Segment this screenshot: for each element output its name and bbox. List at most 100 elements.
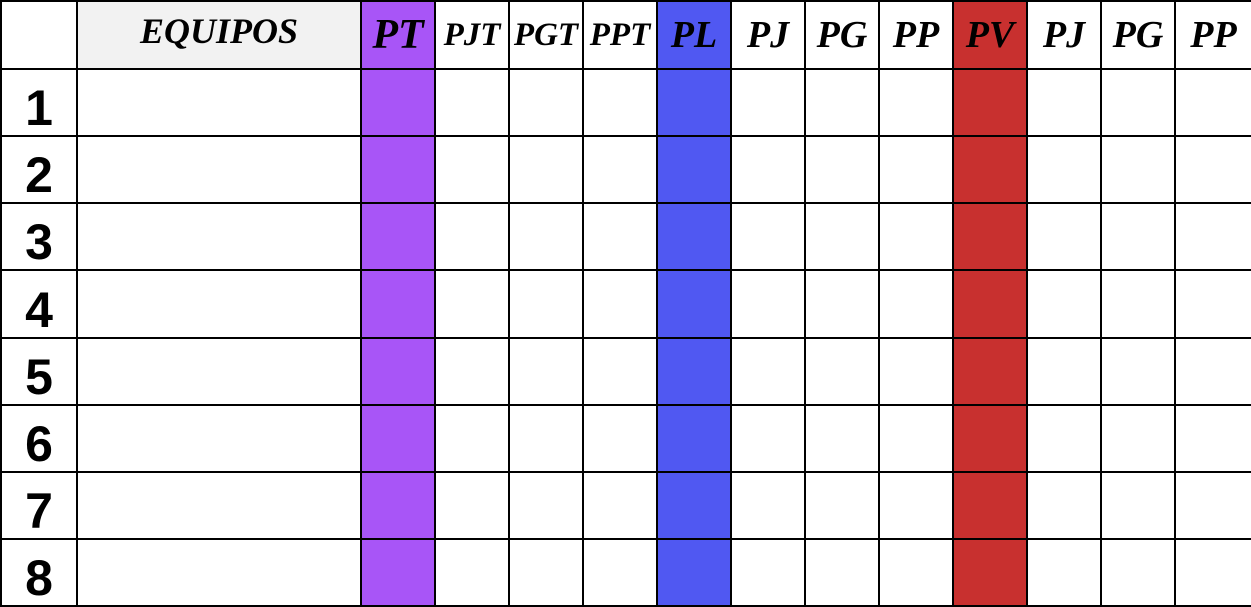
local-lost-header: PP [878, 0, 954, 70]
visit-lost-cell [1174, 269, 1251, 339]
rank-cell: 2 [0, 135, 78, 205]
local-points-cell [656, 135, 732, 205]
team-name-cell [76, 202, 362, 272]
total-won-cell [508, 67, 584, 138]
local-points-cell [656, 537, 732, 607]
local-points-cell [656, 269, 732, 339]
total-lost-cell [582, 470, 658, 540]
rank-cell: 8 [0, 537, 78, 607]
local-played-cell [730, 269, 806, 339]
total-won-cell [508, 336, 584, 406]
total-lost-cell [582, 403, 658, 473]
visit-lost-cell [1174, 202, 1251, 272]
total-played-cell [434, 67, 510, 138]
total-points-cell [360, 269, 436, 339]
visit-points-cell [952, 470, 1028, 540]
visit-lost-cell [1174, 67, 1251, 138]
total-points-cell [360, 336, 436, 406]
local-played-cell [730, 470, 806, 540]
table-row: 8 [0, 537, 1251, 607]
total-points-cell [360, 470, 436, 540]
local-won-cell [804, 67, 880, 138]
local-won-cell [804, 470, 880, 540]
total-won-header: PGT [508, 0, 584, 70]
visit-played-cell [1026, 537, 1102, 607]
visit-lost-cell [1174, 403, 1251, 473]
rank-cell: 3 [0, 202, 78, 272]
total-points-header: PT [360, 0, 436, 70]
local-lost-cell [878, 135, 954, 205]
visit-won-cell [1100, 135, 1176, 205]
local-won-cell [804, 269, 880, 339]
visit-points-cell [952, 135, 1028, 205]
local-points-cell [656, 336, 732, 406]
local-points-header: PL [656, 0, 732, 70]
visit-won-cell [1100, 470, 1176, 540]
team-name-cell [76, 135, 362, 205]
visit-won-cell [1100, 403, 1176, 473]
total-won-cell [508, 202, 584, 272]
total-played-cell [434, 202, 510, 272]
local-played-cell [730, 202, 806, 272]
local-points-cell [656, 202, 732, 272]
visit-played-cell [1026, 202, 1102, 272]
total-won-cell [508, 269, 584, 339]
table-row: 3 [0, 202, 1251, 272]
local-lost-cell [878, 537, 954, 607]
team-name-cell [76, 470, 362, 540]
corner-cell [0, 0, 78, 70]
local-lost-cell [878, 202, 954, 272]
visit-points-cell [952, 403, 1028, 473]
total-points-cell [360, 202, 436, 272]
local-won-header: PG [804, 0, 880, 70]
rank-cell: 5 [0, 336, 78, 406]
visit-points-cell [952, 537, 1028, 607]
total-played-cell [434, 336, 510, 406]
local-points-cell [656, 403, 732, 473]
local-won-cell [804, 537, 880, 607]
total-won-cell [508, 135, 584, 205]
team-name-cell [76, 537, 362, 607]
total-won-cell [508, 403, 584, 473]
local-won-cell [804, 403, 880, 473]
visit-points-header: PV [952, 0, 1028, 70]
visit-played-cell [1026, 269, 1102, 339]
rank-cell: 4 [0, 269, 78, 339]
local-lost-cell [878, 403, 954, 473]
visit-lost-cell [1174, 537, 1251, 607]
total-lost-header: PPT [582, 0, 658, 70]
table-row: 6 [0, 403, 1251, 473]
total-played-cell [434, 537, 510, 607]
visit-played-cell [1026, 135, 1102, 205]
table-row: 2 [0, 135, 1251, 205]
header-row: EQUIPOS PT PJT PGT PPT PL PJ PG PP PV PJ… [0, 0, 1251, 70]
total-won-cell [508, 537, 584, 607]
team-name-cell [76, 336, 362, 406]
table-row: 4 [0, 269, 1251, 339]
rank-cell: 1 [0, 67, 78, 138]
local-lost-cell [878, 67, 954, 138]
team-name-cell [76, 269, 362, 339]
total-points-cell [360, 537, 436, 607]
total-played-cell [434, 403, 510, 473]
total-lost-cell [582, 135, 658, 205]
visit-played-cell [1026, 336, 1102, 406]
visit-won-header: PG [1100, 0, 1176, 70]
visit-points-cell [952, 67, 1028, 138]
visit-won-cell [1100, 202, 1176, 272]
local-played-header: PJ [730, 0, 806, 70]
total-points-cell [360, 135, 436, 205]
visit-won-cell [1100, 67, 1176, 138]
total-played-cell [434, 135, 510, 205]
local-played-cell [730, 135, 806, 205]
visit-played-cell [1026, 403, 1102, 473]
teams-column-header: EQUIPOS [76, 0, 362, 70]
local-won-cell [804, 336, 880, 406]
visit-points-cell [952, 336, 1028, 406]
local-played-cell [730, 336, 806, 406]
total-lost-cell [582, 269, 658, 339]
total-played-header: PJT [434, 0, 510, 70]
total-played-cell [434, 470, 510, 540]
